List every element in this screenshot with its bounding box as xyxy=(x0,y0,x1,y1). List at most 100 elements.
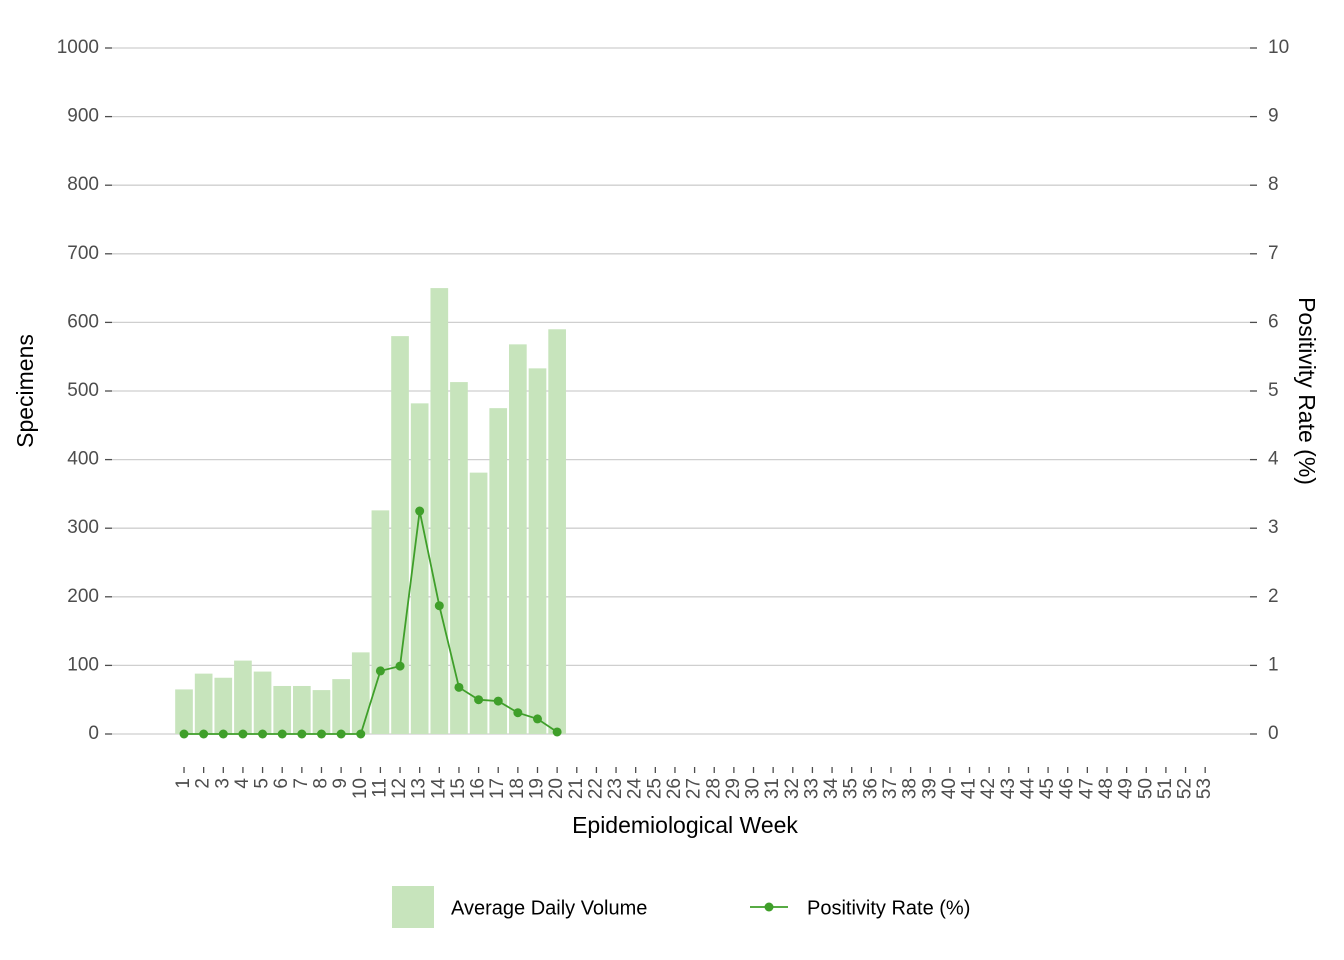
x-tick-label: 22 xyxy=(585,778,606,799)
x-tick-label: 4 xyxy=(232,778,253,789)
y2-tick-label: 1 xyxy=(1268,654,1279,675)
point xyxy=(316,729,326,739)
point xyxy=(434,601,444,611)
point xyxy=(297,729,307,739)
x-tick-label: 20 xyxy=(546,778,567,799)
y-tick-label: 1000 xyxy=(57,37,99,58)
y-tick-label: 900 xyxy=(67,106,99,127)
x-tick-label: 1 xyxy=(173,778,194,789)
x-tick-label: 12 xyxy=(389,778,410,799)
point xyxy=(395,661,405,671)
y-tick-label: 800 xyxy=(67,174,99,195)
x-tick-label: 10 xyxy=(350,778,371,799)
x-tick-label: 45 xyxy=(1037,778,1058,799)
point xyxy=(552,727,562,737)
point xyxy=(199,729,209,739)
bar xyxy=(273,685,292,734)
bar xyxy=(548,329,566,734)
y2-tick-label: 7 xyxy=(1268,243,1279,264)
legend-swatch xyxy=(392,886,434,928)
x-tick-label: 5 xyxy=(252,778,273,789)
y-tick-label: 700 xyxy=(67,243,99,264)
x-tick-label: 30 xyxy=(743,778,764,799)
x-tick-label: 27 xyxy=(684,778,705,799)
bar xyxy=(332,679,350,734)
point xyxy=(258,729,268,739)
point xyxy=(218,729,228,739)
x-tick-label: 40 xyxy=(939,778,960,799)
x-tick-label: 31 xyxy=(762,778,783,799)
point xyxy=(238,729,248,739)
x-tick-label: 24 xyxy=(625,778,646,800)
x-tick-label: 32 xyxy=(782,778,803,799)
x-tick-label: 8 xyxy=(310,778,331,789)
bar xyxy=(293,685,311,734)
x-tick-label: 48 xyxy=(1096,778,1117,799)
y2-tick-label: 4 xyxy=(1268,449,1279,470)
x-tick-label: 9 xyxy=(330,778,351,789)
x-tick-label: 26 xyxy=(664,778,685,799)
y-tick-label: 0 xyxy=(88,723,99,744)
y-axis-title: Specimens xyxy=(12,334,38,448)
x-tick-label: 46 xyxy=(1057,778,1078,799)
bar xyxy=(430,288,449,734)
x-tick-label: 47 xyxy=(1076,778,1097,799)
y2-tick-label: 8 xyxy=(1268,174,1279,195)
bar xyxy=(528,368,547,734)
x-tick-label: 35 xyxy=(841,778,862,799)
legend-label: Positivity Rate (%) xyxy=(807,897,970,919)
bar xyxy=(312,690,331,734)
x-tick-label: 19 xyxy=(527,778,548,799)
bar xyxy=(351,652,370,734)
x-tick-label: 23 xyxy=(605,778,626,799)
y2-tick-label: 10 xyxy=(1268,37,1289,58)
point xyxy=(415,506,425,516)
bar xyxy=(175,689,193,734)
x-tick-label: 15 xyxy=(448,778,469,799)
legend-swatch xyxy=(764,902,774,912)
bar xyxy=(489,408,508,734)
x-axis-title: Epidemiological Week xyxy=(572,812,798,838)
x-tick-label: 42 xyxy=(978,778,999,799)
x-tick-label: 11 xyxy=(369,778,390,798)
y-tick-label: 300 xyxy=(67,517,99,538)
bar xyxy=(469,472,488,734)
point xyxy=(513,708,523,718)
bar xyxy=(253,671,272,734)
point xyxy=(179,729,189,739)
x-tick-label: 51 xyxy=(1155,778,1176,799)
y-tick-label: 200 xyxy=(67,586,99,607)
y2-tick-label: 0 xyxy=(1268,723,1279,744)
x-tick-label: 44 xyxy=(1017,778,1038,800)
point xyxy=(336,729,346,739)
y-tick-label: 400 xyxy=(67,449,99,470)
x-tick-label: 13 xyxy=(409,778,430,799)
x-tick-label: 2 xyxy=(193,778,214,789)
bar xyxy=(391,336,409,734)
x-tick-label: 33 xyxy=(801,778,822,799)
y2-tick-label: 3 xyxy=(1268,517,1279,538)
point xyxy=(454,682,464,692)
x-tick-label: 53 xyxy=(1194,778,1215,799)
point xyxy=(474,695,484,705)
y2-tick-label: 2 xyxy=(1268,586,1279,607)
bar xyxy=(371,510,390,734)
x-tick-label: 21 xyxy=(566,778,587,799)
x-tick-label: 3 xyxy=(212,778,233,789)
y2-tick-label: 6 xyxy=(1268,311,1279,332)
bar xyxy=(194,673,213,734)
legend-label: Average Daily Volume xyxy=(451,897,647,919)
point xyxy=(356,729,366,739)
point xyxy=(375,666,385,676)
x-tick-label: 29 xyxy=(723,778,744,799)
x-tick-label: 28 xyxy=(703,778,724,799)
point xyxy=(493,696,503,706)
x-tick-label: 6 xyxy=(271,778,292,789)
x-tick-label: 38 xyxy=(900,778,921,799)
bar xyxy=(450,382,468,734)
y-tick-label: 600 xyxy=(67,311,99,332)
x-tick-label: 39 xyxy=(919,778,940,799)
y-tick-label: 500 xyxy=(67,380,99,401)
y2-tick-label: 5 xyxy=(1268,380,1279,401)
